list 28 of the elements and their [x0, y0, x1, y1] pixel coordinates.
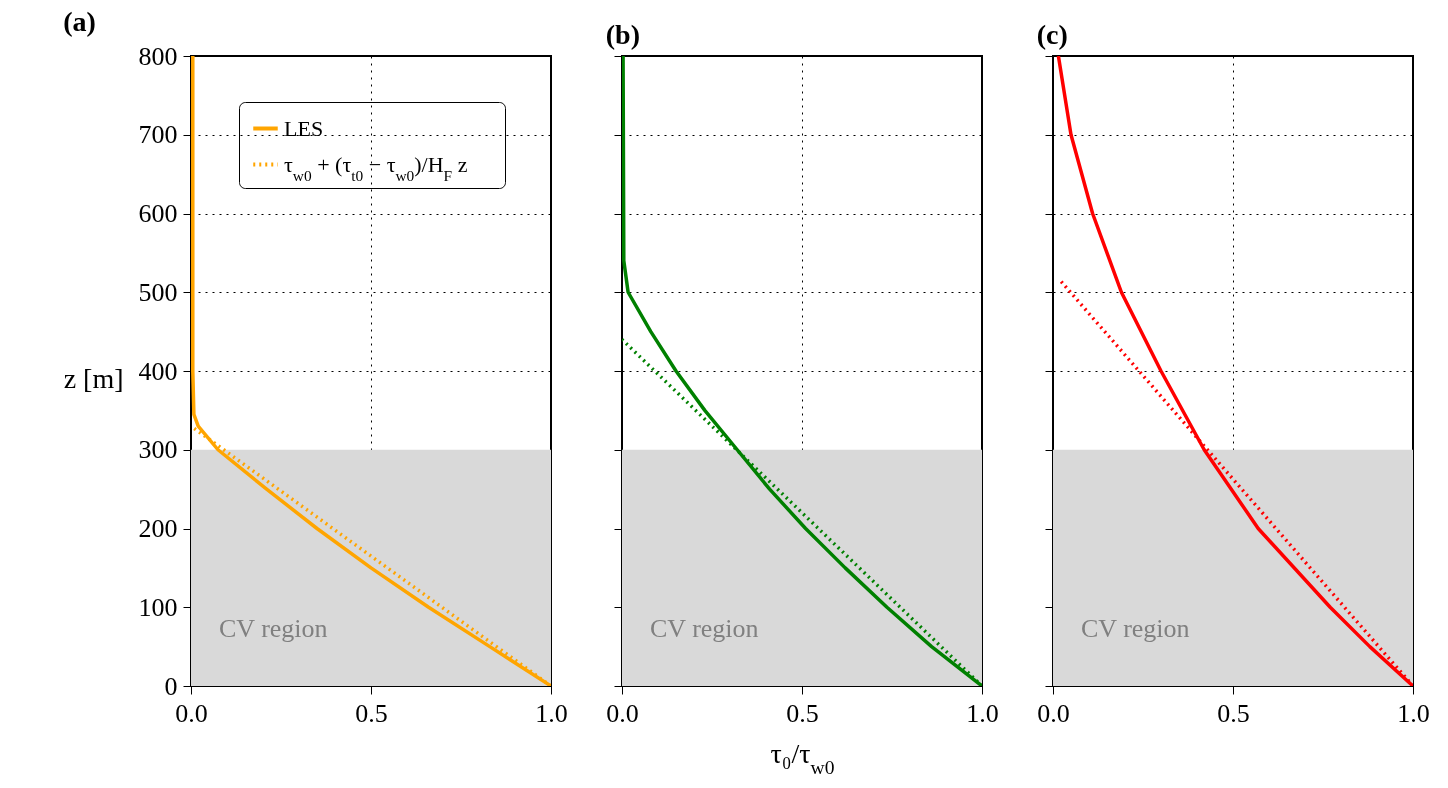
- y-tick-label: 500: [138, 277, 178, 307]
- x-tick-label: 1.0: [535, 698, 568, 728]
- y-tick-label: 700: [138, 120, 178, 150]
- band-label: CV region: [1081, 614, 1190, 643]
- y-tick-label: 0: [164, 671, 178, 701]
- x-tick-label: 0.0: [1037, 698, 1070, 728]
- chart-title: (c): [1036, 18, 1068, 50]
- x-tick-label: 0.5: [786, 698, 819, 728]
- x-tick-label: 1.0: [966, 698, 999, 728]
- band-label: CV region: [219, 614, 328, 643]
- x-tick-label: 0.5: [355, 698, 388, 728]
- x-tick-label: 0.5: [1217, 698, 1250, 728]
- chart-title: (b): [605, 18, 640, 50]
- y-axis-title: z [m]: [63, 362, 124, 394]
- x-tick-label: 0.0: [175, 698, 208, 728]
- x-tick-label: 0.0: [606, 698, 639, 728]
- y-tick-label: 200: [138, 514, 178, 543]
- y-tick-label: 300: [138, 435, 178, 465]
- x-tick-label: 1.0: [1397, 698, 1430, 728]
- legend-label: LES: [284, 115, 324, 141]
- y-tick-label: 100: [138, 592, 178, 622]
- band-label: CV region: [650, 614, 759, 643]
- text: τ$_{w0}$ + (τ$_{t0}$ − τ$_{w0}$)/H$_{F}$ z: [284, 151, 468, 183]
- y-tick-label: 400: [138, 356, 178, 386]
- y-tick-label: 600: [138, 199, 178, 228]
- x-axis-title: τ₀/τ$_{w0}$: [770, 737, 835, 777]
- y-tick-label: 800: [138, 41, 178, 71]
- chart-title: (a): [63, 6, 96, 37]
